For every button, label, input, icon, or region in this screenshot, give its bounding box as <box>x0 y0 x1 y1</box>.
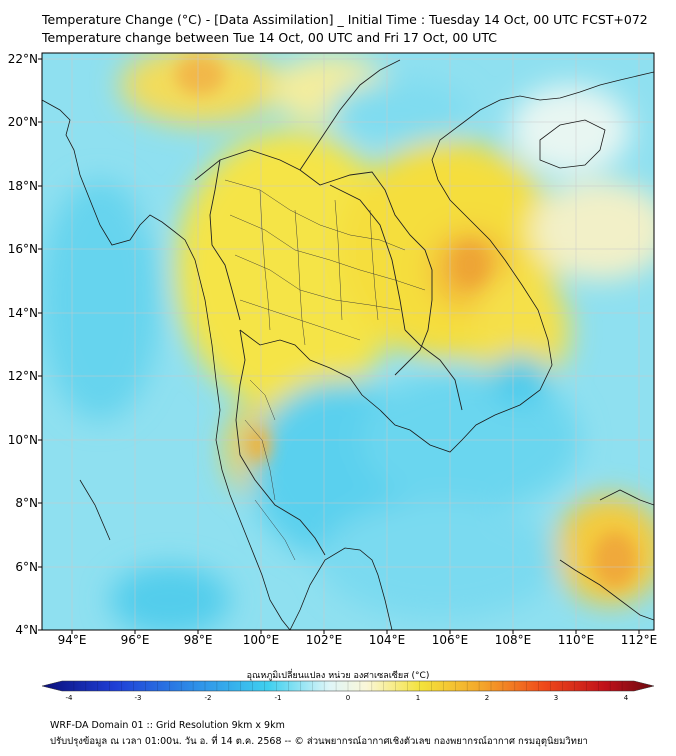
lon-label: 100°E <box>242 633 280 647</box>
graticule <box>42 53 654 630</box>
lon-label: 96°E <box>120 633 150 647</box>
colorbar-tick-label: 1 <box>415 694 421 702</box>
lat-label: 4°N <box>15 623 38 637</box>
map-title-line2: Temperature change between Tue 14 Oct, 0… <box>42 30 498 45</box>
lat-label: 20°N <box>7 115 38 129</box>
map-frame <box>41 52 655 631</box>
lat-label: 16°N <box>7 242 38 256</box>
lon-label: 108°E <box>494 633 532 647</box>
lat-label: 14°N <box>7 306 38 320</box>
footer-model-info: WRF-DA Domain 01 :: Grid Resolution 9km … <box>50 720 285 731</box>
lon-label: 102°E <box>305 633 343 647</box>
colorbar-tick-label: 2 <box>484 694 490 702</box>
colorbar-tick-label: -2 <box>204 694 212 702</box>
colorbar-tick-label: 3 <box>553 694 559 702</box>
coastlines <box>42 71 654 630</box>
colorbar-tick-label: 0 <box>345 694 351 702</box>
lon-label: 106°E <box>431 633 469 647</box>
country-borders <box>194 59 463 556</box>
lat-label: 22°N <box>7 52 38 66</box>
lon-label: 104°E <box>368 633 406 647</box>
temperature-field <box>42 53 654 630</box>
colorbar-tick-label: -3 <box>134 694 142 702</box>
lat-label: 12°N <box>7 369 38 383</box>
colorbar-tick-label: -1 <box>274 694 282 702</box>
lat-label: 18°N <box>7 179 38 193</box>
lon-label: 98°E <box>183 633 213 647</box>
lon-label: 110°E <box>557 633 595 647</box>
footer-credit: ปรับปรุงข้อมูล ณ เวลา 01:00น. วัน อ. ที่… <box>50 736 588 747</box>
lat-label: 8°N <box>15 496 38 510</box>
colorbar-tick-label: 4 <box>623 694 629 702</box>
map-title-line1: Temperature Change (°C) - [Data Assimila… <box>42 12 648 27</box>
colorbar <box>41 680 655 692</box>
colorbar-title: อุณหภูมิเปลี่ยนแปลง หน่วย องศาเซลเซียส (… <box>246 671 430 681</box>
lat-label: 10°N <box>7 433 38 447</box>
lat-label: 6°N <box>15 560 38 574</box>
axis-ticks <box>38 58 640 634</box>
colorbar-tick-label: -4 <box>65 694 73 702</box>
lon-label: 94°E <box>57 633 87 647</box>
province-borders <box>224 179 426 561</box>
lon-label: 112°E <box>620 633 658 647</box>
